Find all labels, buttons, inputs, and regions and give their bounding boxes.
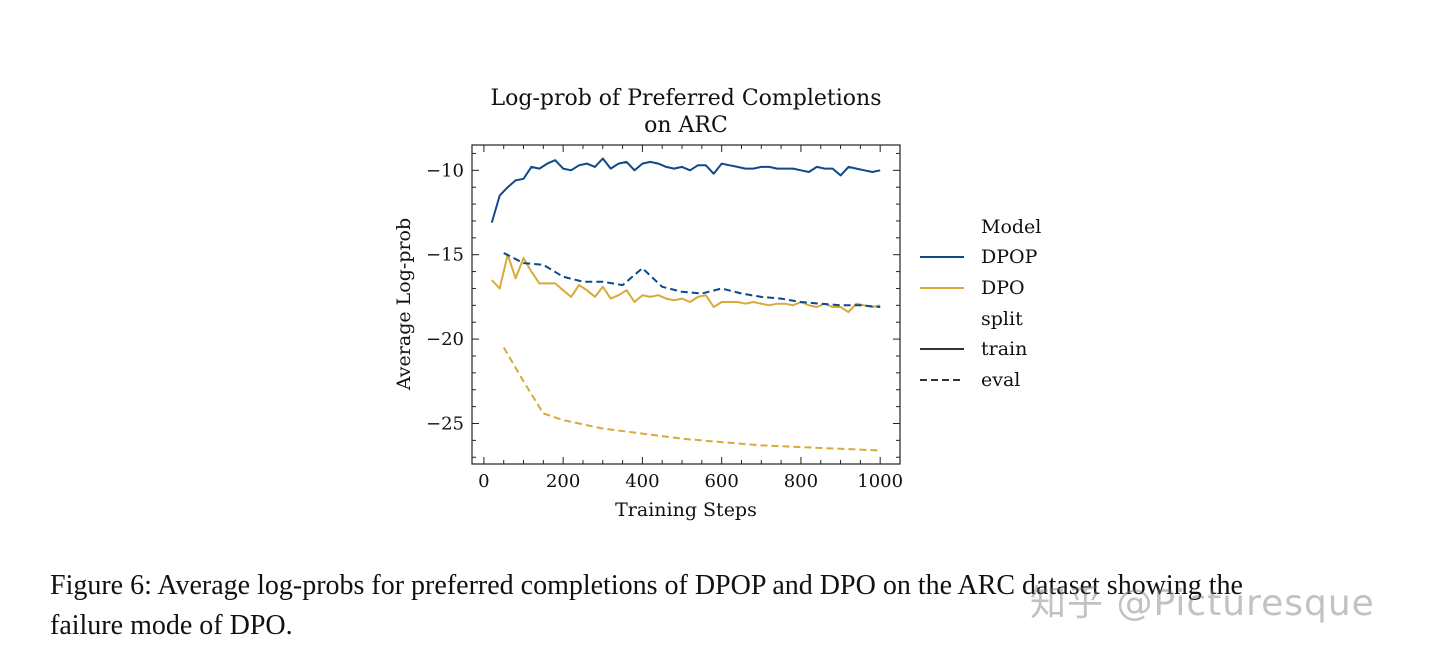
y-axis-label: Average Log-prob <box>393 218 415 391</box>
x-tick-label: 1000 <box>857 471 903 492</box>
y-tick-label: −10 <box>426 160 464 181</box>
figure-caption: Figure 6: Average log-probs for preferre… <box>50 566 1420 646</box>
y-tick-label: −15 <box>426 245 464 266</box>
legend: Model DPOP DPO split train eval <box>920 216 1041 391</box>
series-dpo-train <box>491 253 881 314</box>
legend-label-dpo: DPO <box>981 277 1025 299</box>
y-tick-label: −25 <box>426 413 464 434</box>
x-tick-label: 200 <box>546 471 580 492</box>
x-tick-label: 0 <box>478 471 489 492</box>
series-dpop-train <box>490 157 881 223</box>
x-tick-label: 400 <box>625 471 659 492</box>
y-tick-label: −20 <box>426 329 464 350</box>
legend-label-dpop: DPOP <box>981 246 1038 268</box>
chart-title: Log-prob of Preferred Completions <box>491 86 882 111</box>
x-tick-label: 800 <box>784 471 818 492</box>
x-tick-label: 600 <box>704 471 738 492</box>
x-axis-label: Training Steps <box>615 499 757 521</box>
caption-line-1: Figure 6: Average log-probs for preferre… <box>50 570 1243 601</box>
series-dpop-eval <box>503 252 881 308</box>
legend-title-model: Model <box>981 216 1041 238</box>
watermark: 知乎 @Picturesque <box>1030 583 1375 624</box>
series-dpo-eval <box>502 346 881 452</box>
chart-subtitle: on ARC <box>644 113 728 138</box>
plot-frame <box>471 144 901 465</box>
legend-label-eval: eval <box>981 369 1020 391</box>
caption-line-2: failure mode of DPO. <box>50 610 293 641</box>
legend-label-train: train <box>981 338 1027 360</box>
legend-title-split: split <box>981 308 1023 330</box>
plot-area: 0 200 400 600 800 1000 −10 −15 −20 −25 <box>426 144 903 492</box>
chart: Log-prob of Preferred Completions on ARC… <box>393 86 1041 521</box>
